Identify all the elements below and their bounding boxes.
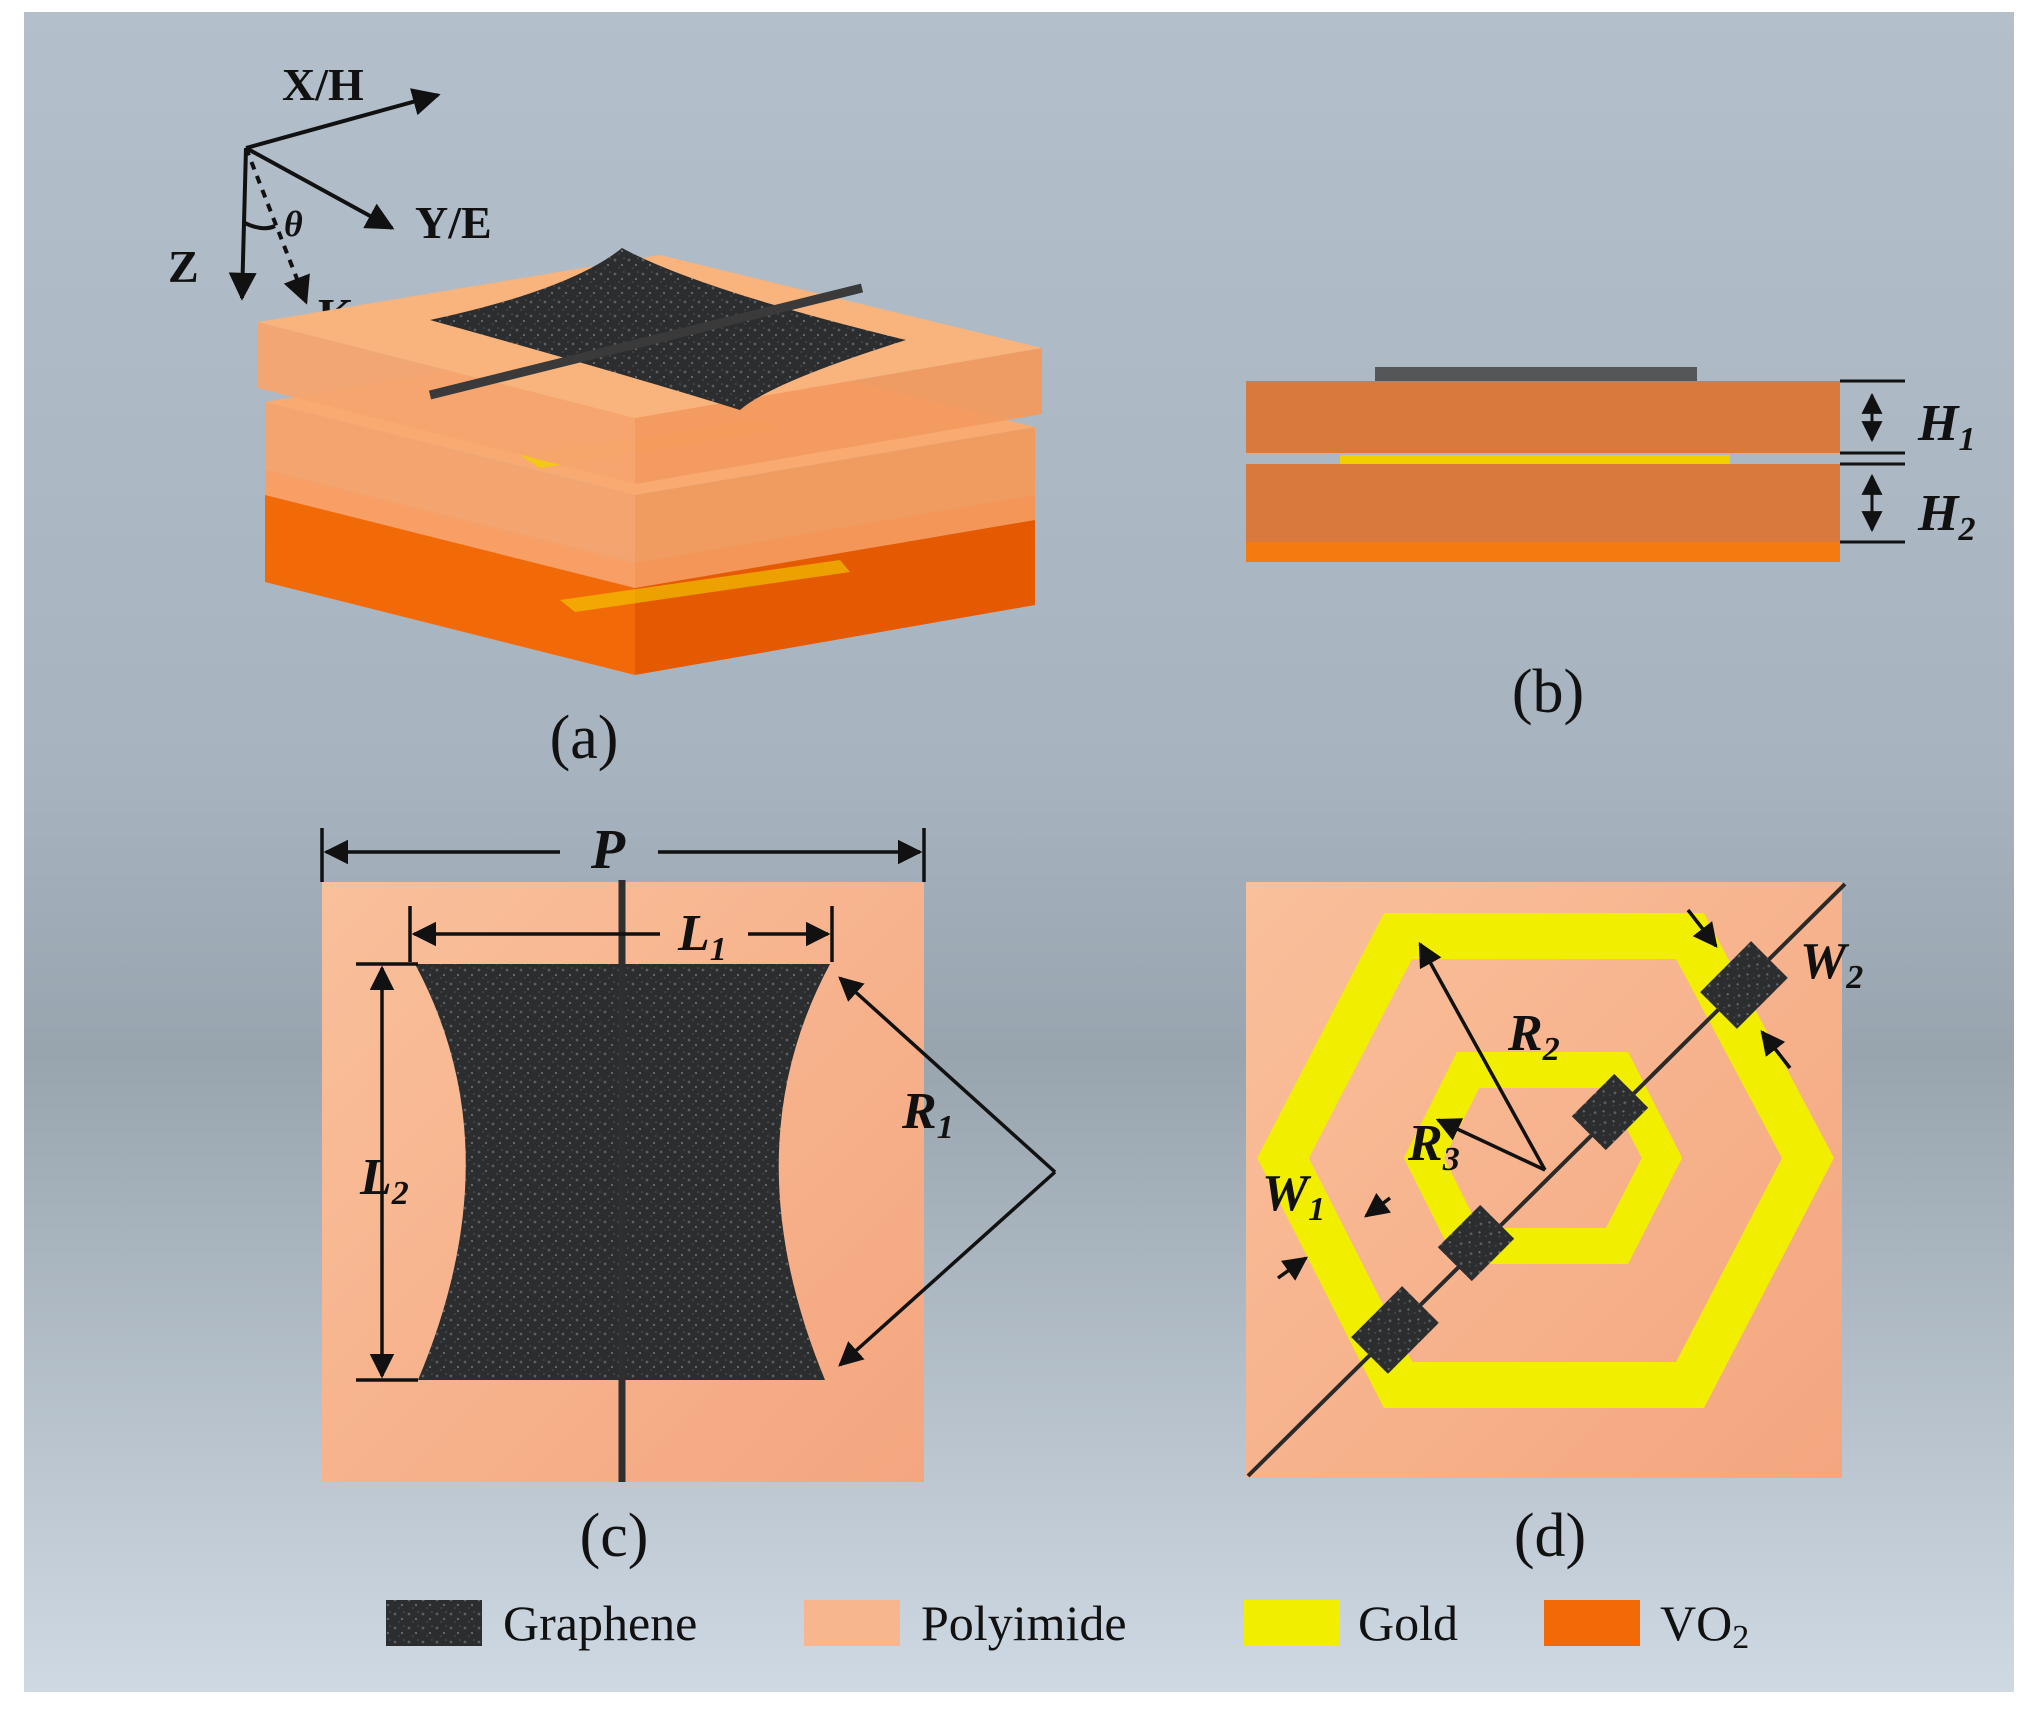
h1-label: H1	[1917, 395, 1975, 458]
panel-b: H1 H2 (b)	[1246, 367, 1975, 726]
k-vector-arrow	[244, 147, 310, 305]
theta-label: θ	[284, 204, 303, 244]
legend-swatch-vo2	[1544, 1600, 1640, 1646]
graphene-square-inner-top	[1571, 1073, 1649, 1151]
graphene-strip-3d	[428, 283, 864, 400]
top-polyimide-left	[258, 322, 635, 484]
panel-c-caption: (c)	[580, 1502, 649, 1570]
r1-arrow-bottom	[838, 1170, 1057, 1367]
legend: Graphene Polyimide Gold VO2	[386, 1595, 1749, 1656]
graphene-patch-3d	[430, 248, 906, 410]
graphene-square-inner-bottom	[1437, 1204, 1515, 1282]
p-label: P	[590, 819, 626, 881]
r3-label: R3	[1407, 1115, 1460, 1178]
legend-swatch-polyimide	[804, 1600, 900, 1646]
top-polyimide-side	[1246, 381, 1840, 453]
legend-swatch-graphene	[386, 1600, 482, 1646]
w2-arrow-top	[1686, 908, 1718, 948]
l1-label: L1	[677, 905, 727, 968]
vo2-right-face	[635, 495, 1035, 675]
gold-side	[1340, 455, 1730, 464]
h2-label: H2	[1917, 485, 1975, 548]
r3-arrow	[1435, 1118, 1546, 1172]
panel-c: P L1 L2 R1 (c)	[320, 819, 1057, 1570]
bottom-polyimide-side	[1246, 464, 1840, 542]
graphene-side	[1375, 367, 1697, 381]
y-axis-label: Y/E	[415, 197, 492, 248]
legend-label-vo2: VO2	[1660, 1595, 1749, 1656]
graphene-square-top	[1700, 941, 1788, 1029]
panel-a: X/H Y/E Z K θ (a)	[168, 59, 1042, 772]
inner-gold-hexagon	[1403, 1052, 1683, 1264]
panel-d-caption: (d)	[1514, 1502, 1586, 1570]
legend-swatch-gold	[1244, 1600, 1340, 1646]
z-axis-label: Z	[168, 241, 199, 292]
w1-arrow-bottom	[1276, 1256, 1308, 1281]
w1-label: W1	[1262, 1165, 1325, 1228]
coordinate-axes	[228, 88, 441, 305]
x-axis-label: X/H	[282, 59, 364, 110]
legend-label-polyimide: Polyimide	[921, 1595, 1127, 1651]
stack-3d	[258, 248, 1042, 675]
panel-a-caption: (a)	[550, 704, 619, 772]
x-axis-arrow	[245, 88, 441, 150]
outer-gold-hexagon	[1257, 913, 1834, 1408]
r2-label: R2	[1507, 1005, 1560, 1068]
vo2-left-face	[265, 470, 635, 675]
theta-arc	[242, 220, 276, 231]
r2-arrow	[1418, 941, 1547, 1171]
w2-label: W2	[1800, 933, 1863, 996]
bottom-polyimide-right	[635, 427, 1035, 588]
bottom-polyimide-left	[265, 402, 635, 588]
top-polyimide-right	[635, 348, 1042, 484]
r1-label: R1	[901, 1083, 954, 1146]
y-axis-arrow	[245, 146, 395, 230]
graphene-square-bottom	[1351, 1286, 1439, 1374]
w2-arrow-bottom	[1760, 1030, 1792, 1070]
r1-arrow-top	[838, 976, 1057, 1174]
legend-label-gold: Gold	[1358, 1595, 1458, 1651]
panel-d: R2 R3 W1 W2 (d)	[1246, 882, 1863, 1570]
gold-glimpse-2	[560, 560, 850, 612]
panel-b-caption: (b)	[1512, 658, 1584, 726]
w1-arrow-top	[1364, 1192, 1392, 1218]
vo2-side	[1246, 542, 1840, 562]
l2-label: L2	[359, 1149, 409, 1212]
legend-label-graphene: Graphene	[503, 1595, 697, 1651]
